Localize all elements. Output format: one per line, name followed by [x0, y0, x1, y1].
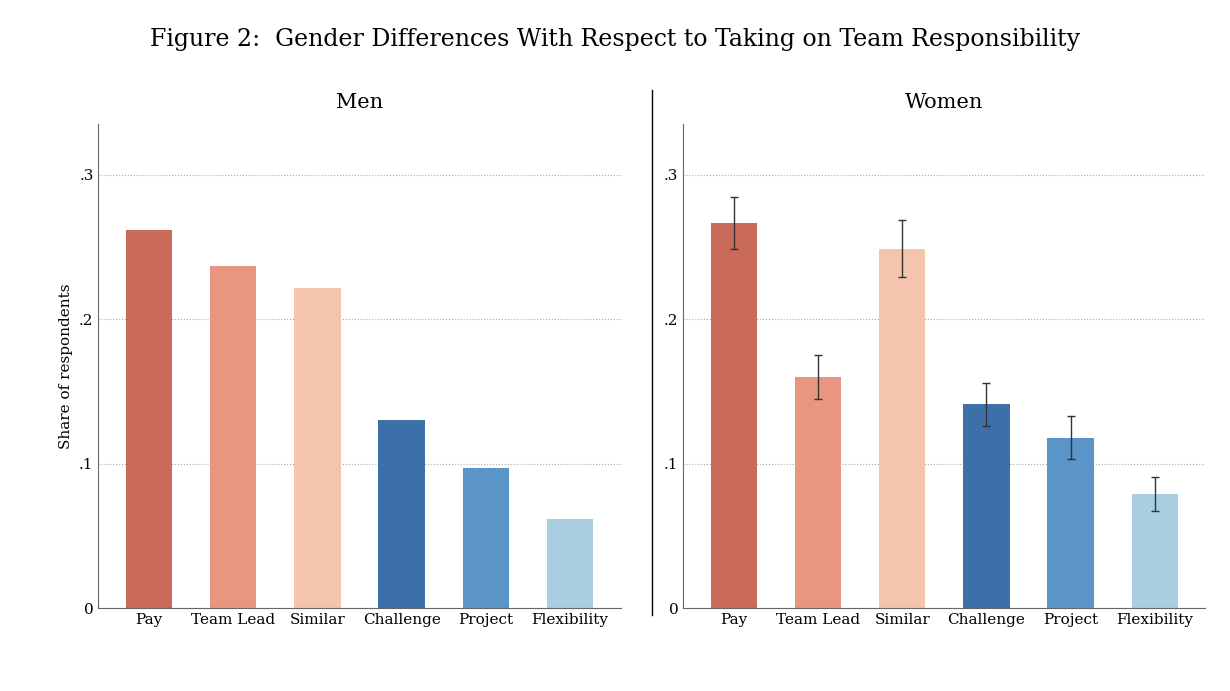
Bar	[210, 266, 256, 608]
Bar	[462, 468, 509, 608]
Bar	[879, 249, 925, 608]
Bar	[1132, 494, 1178, 608]
Bar	[1048, 437, 1093, 608]
Bar	[125, 230, 172, 608]
Bar	[379, 420, 424, 608]
Bar	[795, 377, 841, 608]
Bar	[963, 404, 1010, 608]
Y-axis label: Share of respondents: Share of respondents	[59, 283, 74, 449]
Title: Men: Men	[336, 93, 383, 112]
Text: Figure 2:  Gender Differences With Respect to Taking on Team Responsibility: Figure 2: Gender Differences With Respec…	[150, 28, 1080, 50]
Bar	[294, 287, 341, 608]
Bar	[547, 518, 593, 608]
Title: Women: Women	[905, 93, 984, 112]
Bar	[711, 223, 756, 608]
